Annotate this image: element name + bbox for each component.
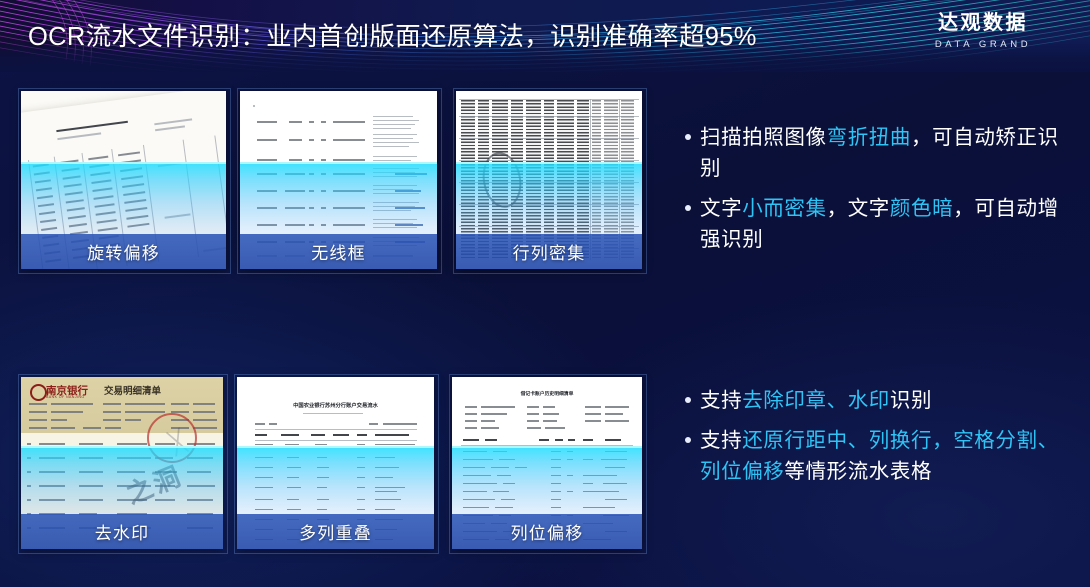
card-remove-watermark[interactable]: 南京银行 BANK OF NANJING 交易明细清单 [21, 377, 223, 549]
page-title: OCR流水文件识别：业内首创版面还原算法，识别准确率超95% [28, 23, 757, 51]
bank-name: 南京银行 [46, 385, 88, 397]
card-borderless-table[interactable]: 无线框 [240, 91, 437, 269]
brand-logo: 达观数据 DATA GRAND [898, 11, 1068, 52]
bullet-item: 文字小而密集，文字颜色暗，可自动增强识别 [685, 193, 1065, 255]
bullet-item: 扫描拍照图像弯折扭曲，可自动矫正识别 [685, 122, 1065, 184]
card-dense-rows-columns-label: 行列密集 [456, 234, 642, 269]
brand-logo-en: DATA GRAND [934, 39, 1032, 50]
card-remove-watermark-label: 去水印 [21, 514, 223, 549]
bullet-item: 支持还原行距中、列换行，空格分割、列位偏移等情形流水表格 [685, 425, 1065, 487]
bullet-dot-icon [685, 397, 691, 403]
bullet-seg: 扫描拍照图像 [700, 126, 827, 149]
card-column-offset-label: 列位偏移 [452, 514, 642, 549]
card-column-offset[interactable]: 借记卡账户历史明细清单 [452, 377, 642, 549]
bullet-text: 扫描拍照图像弯折扭曲，可自动矫正识别 [700, 122, 1065, 184]
bullet-text: 支持去除印章、水印识别 [700, 385, 932, 416]
card-rotation-offset-label: 旋转偏移 [21, 234, 226, 269]
slide-header: OCR流水文件识别：业内首创版面还原算法，识别准确率超95% 达观数据 DATA… [0, 0, 1090, 72]
bullet-item: 支持去除印章、水印识别 [685, 385, 1065, 416]
watermark-text: 之洞 [122, 460, 188, 510]
bullet-seg-highlight: 还原行距中、列换行，空格分割、列位偏移 [700, 429, 1059, 483]
bullet-dot-icon [685, 134, 691, 140]
bank-seal-icon [30, 384, 47, 401]
bullet-seg-highlight: 颜色暗 [889, 197, 954, 220]
bullets-bottom: 支持去除印章、水印识别 支持还原行距中、列换行，空格分割、列位偏移等情形流水表格 [685, 385, 1065, 489]
bullet-seg-highlight: 去除印章、水印 [742, 389, 890, 412]
bullets-top: 扫描拍照图像弯折扭曲，可自动矫正识别 文字小而密集，文字颜色暗，可自动增强识别 [685, 122, 1065, 257]
brand-logo-cn: 达观数据 [938, 12, 1028, 34]
bank-name-en: BANK OF NANJING [46, 395, 85, 399]
statement-title: 借记卡账户历史明细清单 [520, 392, 574, 397]
bullet-text: 支持还原行距中、列换行，空格分割、列位偏移等情形流水表格 [700, 425, 1065, 487]
card-overlapping-columns[interactable]: 中国农业银行苏州分行账户交易流水 [237, 377, 434, 549]
bullet-seg-highlight: 弯折扭曲 [826, 126, 912, 149]
bank-doc-title: 交易明细清单 [104, 386, 162, 397]
bullet-seg-highlight: 小而密集 [742, 197, 827, 220]
bullet-text: 文字小而密集，文字颜色暗，可自动增强识别 [700, 193, 1065, 255]
card-overlapping-columns-label: 多列重叠 [237, 514, 434, 549]
bullet-seg: 识别 [889, 389, 933, 412]
bullet-seg: 支持 [700, 389, 743, 412]
bullet-seg: 文字 [700, 197, 743, 220]
card-borderless-table-label: 无线框 [240, 234, 437, 269]
bullet-seg: ，可自动矫正识别 [700, 126, 1059, 180]
bullet-dot-icon [685, 205, 691, 211]
bullet-seg: 支持 [700, 429, 743, 452]
bullet-seg: ，可自动增强识别 [700, 197, 1059, 251]
bullet-seg: ，文字 [826, 197, 890, 220]
card-rotation-offset[interactable]: 旋转偏移 [21, 91, 226, 269]
statement-title: 中国农业银行苏州分行账户交易流水 [293, 403, 378, 409]
bullet-seg: 等情形流水表格 [784, 460, 933, 483]
bullet-dot-icon [685, 437, 691, 443]
card-dense-rows-columns[interactable]: 行列密集 [456, 91, 642, 269]
